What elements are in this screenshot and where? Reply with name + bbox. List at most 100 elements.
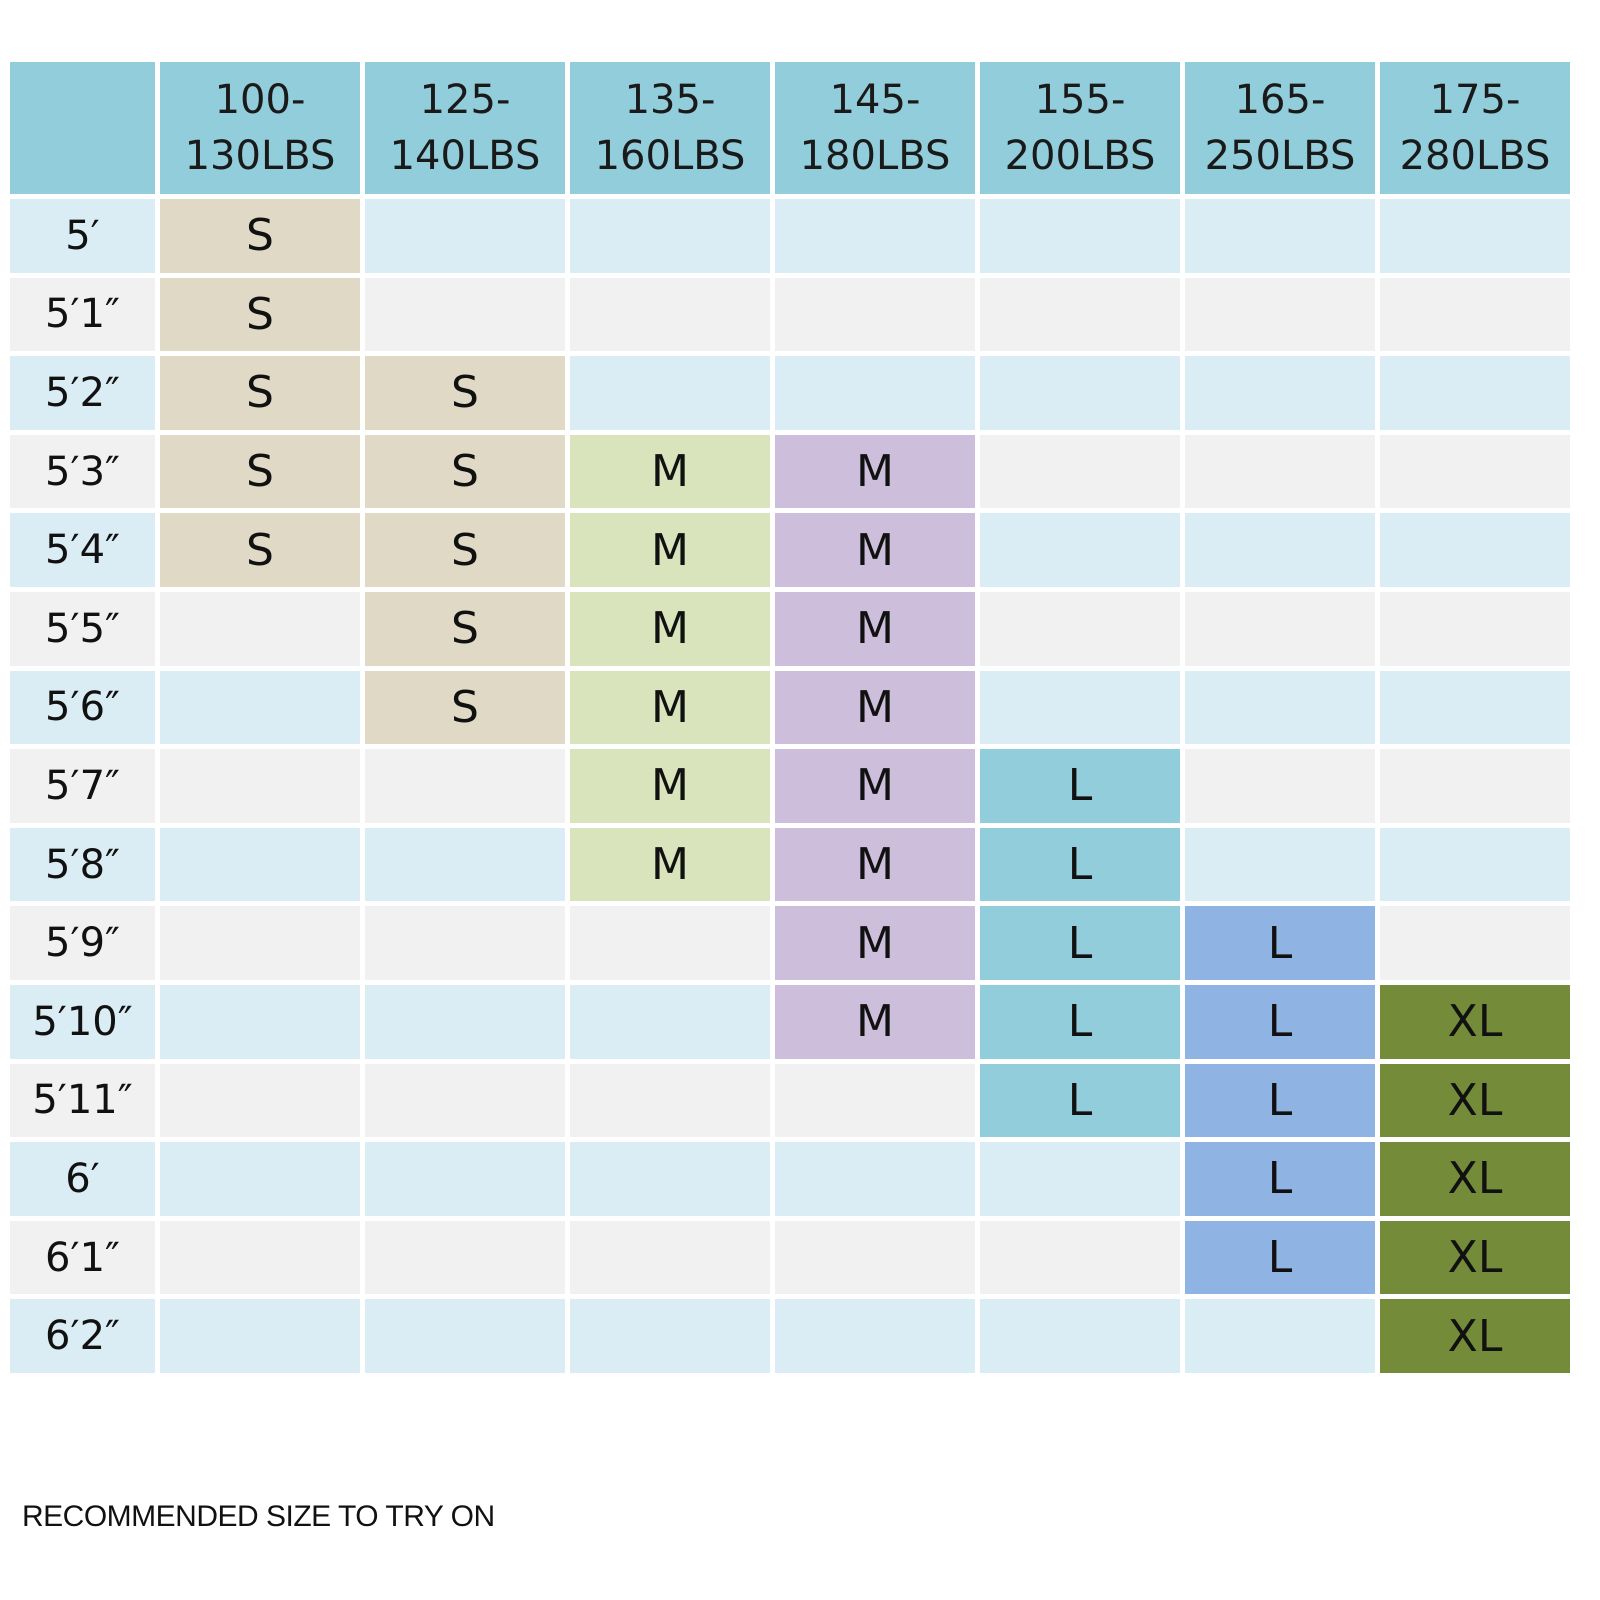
empty-cell — [1380, 199, 1570, 273]
row-label: 6′ — [10, 1142, 155, 1216]
empty-cell — [1185, 199, 1375, 273]
size-cell: M — [775, 749, 975, 823]
size-cell: XL — [1380, 985, 1570, 1059]
column-header-line: 175- — [1429, 77, 1521, 123]
empty-cell — [160, 985, 360, 1059]
size-cell: S — [160, 277, 360, 352]
empty-cell — [160, 1063, 360, 1138]
size-cell: M — [775, 513, 975, 587]
empty-cell — [365, 1299, 565, 1373]
empty-cell — [365, 906, 565, 980]
empty-cell — [1185, 513, 1375, 587]
empty-cell — [1185, 670, 1375, 745]
size-cell: L — [1185, 985, 1375, 1059]
empty-cell — [980, 592, 1180, 666]
column-header: 135- 160LBS — [570, 62, 770, 194]
size-cell: XL — [1380, 1063, 1570, 1138]
column-header-line: 250LBS — [1204, 133, 1356, 179]
empty-cell — [1380, 749, 1570, 823]
empty-cell — [160, 670, 360, 745]
empty-cell — [570, 199, 770, 273]
empty-cell — [1380, 513, 1570, 587]
empty-cell — [365, 1220, 565, 1295]
empty-cell — [570, 356, 770, 430]
column-header: 175- 280LBS — [1380, 62, 1570, 194]
empty-cell — [160, 1299, 360, 1373]
row-label: 5′2″ — [10, 356, 155, 430]
empty-cell — [1185, 1299, 1375, 1373]
empty-cell — [1380, 592, 1570, 666]
column-header-line: 165- — [1234, 77, 1326, 123]
empty-cell — [365, 1063, 565, 1138]
size-cell: M — [775, 827, 975, 902]
empty-cell — [1185, 592, 1375, 666]
empty-cell — [775, 356, 975, 430]
size-cell: XL — [1380, 1299, 1570, 1373]
empty-cell — [980, 1299, 1180, 1373]
empty-cell — [570, 1299, 770, 1373]
empty-cell — [570, 906, 770, 980]
column-header-line: 130LBS — [184, 133, 336, 179]
size-cell: M — [570, 749, 770, 823]
column-header-line: 135- — [624, 77, 716, 123]
empty-cell — [160, 906, 360, 980]
column-header-line: 140LBS — [389, 133, 541, 179]
row-label: 5′1″ — [10, 277, 155, 352]
size-chart-table: 100- 130LBS 125- 140LBS 135- 160LBS 145- 180LBS… — [10, 62, 1594, 1475]
header-corner — [10, 62, 155, 194]
empty-cell — [365, 1142, 565, 1216]
empty-cell — [160, 749, 360, 823]
size-cell: S — [160, 513, 360, 587]
size-cell: S — [365, 670, 565, 745]
size-cell: S — [365, 513, 565, 587]
empty-cell — [1185, 434, 1375, 509]
size-cell: L — [980, 1063, 1180, 1138]
empty-cell — [980, 670, 1180, 745]
size-cell: S — [160, 434, 360, 509]
size-cell: S — [365, 434, 565, 509]
empty-cell — [980, 513, 1180, 587]
row-label: 5′8″ — [10, 827, 155, 902]
size-cell: XL — [1380, 1142, 1570, 1216]
empty-cell — [1380, 906, 1570, 980]
column-header-line: 145- — [829, 77, 921, 123]
column-header: 145- 180LBS — [775, 62, 975, 194]
empty-cell — [160, 592, 360, 666]
size-cell: M — [775, 985, 975, 1059]
empty-cell — [570, 1220, 770, 1295]
column-header: 155- 200LBS — [980, 62, 1180, 194]
row-label: 5′4″ — [10, 513, 155, 587]
row-label: 5′3″ — [10, 434, 155, 509]
size-cell: L — [980, 749, 1180, 823]
size-cell: S — [365, 356, 565, 430]
empty-cell — [775, 1299, 975, 1373]
column-header-line: 200LBS — [1004, 133, 1156, 179]
size-cell: L — [1185, 906, 1375, 980]
empty-cell — [1380, 434, 1570, 509]
empty-cell — [160, 827, 360, 902]
size-cell: S — [160, 199, 360, 273]
column-header: 100- 130LBS — [160, 62, 360, 194]
empty-cell — [775, 199, 975, 273]
size-cell: M — [570, 827, 770, 902]
empty-cell — [980, 356, 1180, 430]
empty-cell — [1185, 356, 1375, 430]
empty-cell — [1185, 749, 1375, 823]
size-cell: M — [775, 592, 975, 666]
row-label: 6′1″ — [10, 1220, 155, 1295]
empty-cell — [980, 1142, 1180, 1216]
size-cell: M — [775, 670, 975, 745]
column-header-line: 280LBS — [1399, 133, 1551, 179]
empty-cell — [775, 1220, 975, 1295]
size-cell: L — [1185, 1063, 1375, 1138]
size-cell: M — [570, 670, 770, 745]
column-header: 125- 140LBS — [365, 62, 565, 194]
size-cell: L — [980, 906, 1180, 980]
footnote: RECOMMENDED SIZE TO TRY ON — [22, 1500, 495, 1533]
empty-cell — [570, 277, 770, 352]
row-label: 5′10″ — [10, 985, 155, 1059]
empty-cell — [1380, 356, 1570, 430]
empty-cell — [570, 1142, 770, 1216]
row-label: 5′6″ — [10, 670, 155, 745]
empty-cell — [980, 277, 1180, 352]
